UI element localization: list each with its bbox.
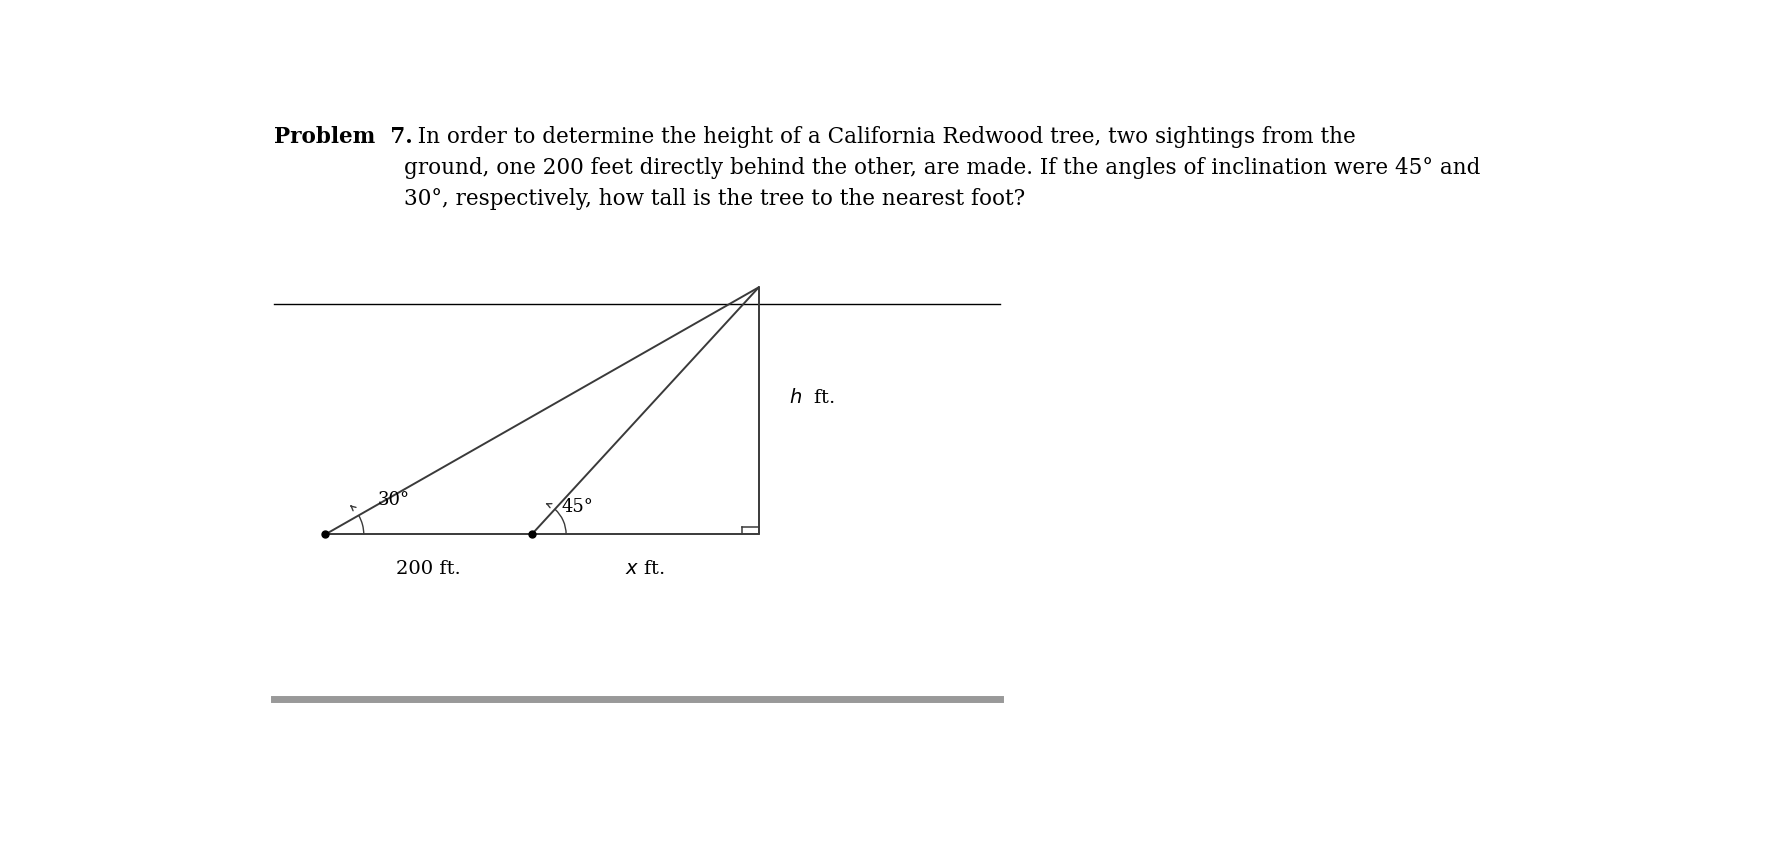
Text: In order to determine the height of a California Redwood tree, two sightings fro: In order to determine the height of a Ca… xyxy=(403,126,1479,211)
Text: 200 ft.: 200 ft. xyxy=(396,560,460,578)
Text: $h$  ft.: $h$ ft. xyxy=(789,388,835,407)
Text: 30°: 30° xyxy=(378,491,410,509)
Text: Problem  7.: Problem 7. xyxy=(274,126,414,148)
Text: $x$ ft.: $x$ ft. xyxy=(625,560,664,578)
Text: 45°: 45° xyxy=(561,498,593,516)
